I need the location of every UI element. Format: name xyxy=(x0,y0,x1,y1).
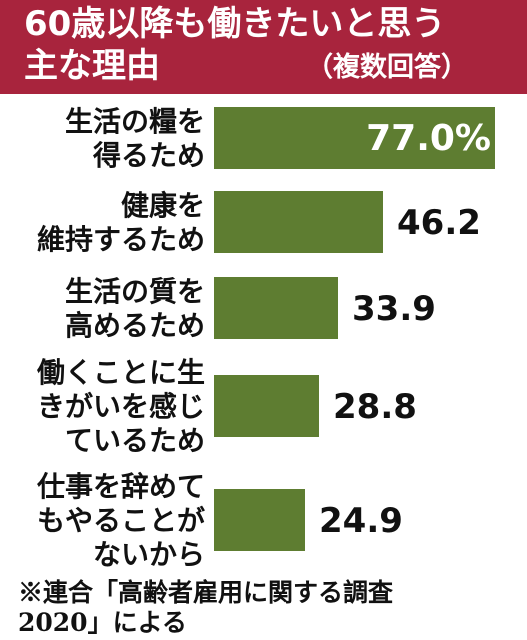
category-label-2-line-2: 維持するため xyxy=(37,223,205,256)
value-label-2: 46.2 xyxy=(397,203,481,243)
category-label-2-line-1: 健康を xyxy=(121,189,205,222)
source-note: ※連合「高齢者雇用に関する調査 2020」による xyxy=(18,578,523,638)
category-label-1: 生活の糧を得るため xyxy=(65,105,205,172)
source-note-line-1: ※連合「高齢者雇用に関する調査 xyxy=(18,578,394,607)
category-label-1-line-2: 得るため xyxy=(92,139,205,172)
category-label-3-line-2: 高めるため xyxy=(65,309,205,342)
category-label-2: 健康を維持するため xyxy=(37,189,205,256)
value-label-4: 28.8 xyxy=(333,387,417,427)
chart-subtitle: （複数回答） xyxy=(306,52,468,83)
category-label-4-line-2: きがいを感じ xyxy=(37,390,205,423)
source-note-line-2: 2020」による xyxy=(18,608,187,637)
chart-header: 60歳以降も働きたいと思う 主な理由 （複数回答） xyxy=(0,0,527,94)
category-label-5-line-3: ないから xyxy=(93,538,205,571)
chart-title-line-2: 主な理由 xyxy=(24,46,160,86)
bar-4 xyxy=(214,375,319,437)
bar-1 xyxy=(214,107,495,169)
category-label-1-line-1: 生活の糧を xyxy=(65,105,205,138)
value-label-5: 24.9 xyxy=(319,501,403,541)
category-label-5-line-1: 仕事を辞めて xyxy=(36,470,205,503)
category-label-3: 生活の質を高めるため xyxy=(65,275,205,342)
category-label-4: 働くことに生きがいを感じているため xyxy=(36,356,205,457)
value-label-1: 77.0% xyxy=(366,118,491,159)
category-label-4-line-1: 働くことに生 xyxy=(36,356,205,389)
bar-5 xyxy=(214,489,305,551)
bar-2 xyxy=(214,191,383,253)
category-label-5: 仕事を辞めてもやることがないから xyxy=(36,470,205,571)
chart-title-line-1: 60歳以降も働きたいと思う xyxy=(24,4,446,44)
category-label-3-line-1: 生活の質を xyxy=(65,275,205,308)
bar-3 xyxy=(214,277,338,339)
bar-chart: 生活の糧を得るため 77.0% 健康を維持するため 46.2 生活の質を高めるため 33.… xyxy=(36,105,495,571)
category-label-4-line-3: ているため xyxy=(65,424,205,457)
value-label-3: 33.9 xyxy=(352,289,436,329)
category-label-5-line-2: もやることが xyxy=(37,504,205,537)
